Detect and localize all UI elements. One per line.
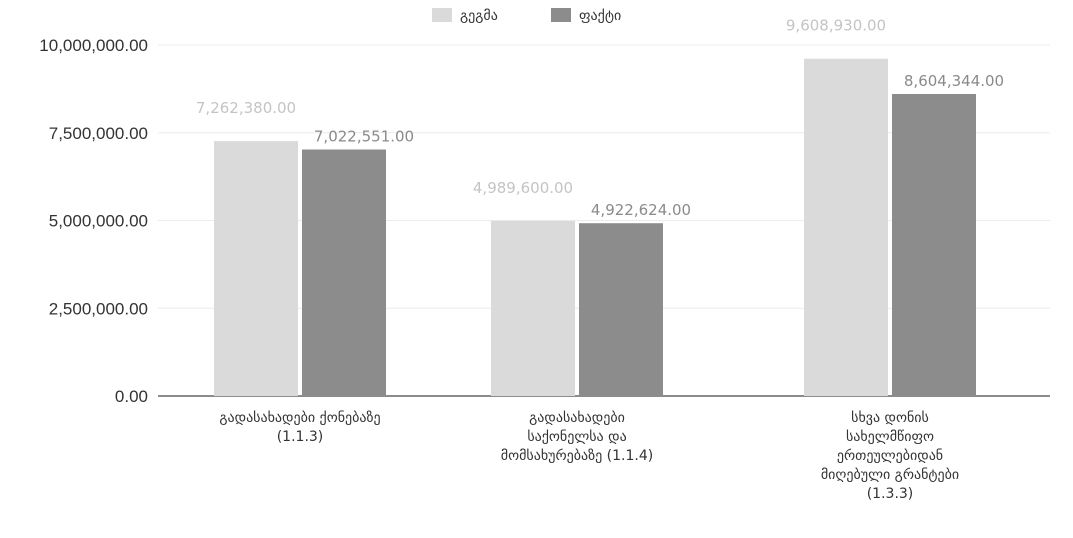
x-tick-label-line: სახელმწიფო	[846, 429, 934, 445]
x-tick-label: გადასახადები საქონელსა და მომსახურებაზე (1…	[501, 410, 653, 464]
data-label: 4,989,600.00	[473, 179, 573, 197]
y-tick-label: 2,500,000.00	[49, 299, 148, 318]
bar-plan	[214, 141, 298, 396]
x-tick-label-line: (1.1.3)	[277, 429, 324, 445]
x-tick-label-line: მომსახურებაზე (1.1.4)	[501, 447, 653, 464]
data-label: 8,604,344.00	[904, 72, 1004, 90]
x-tick-label-line: გადასახადები	[529, 410, 625, 426]
data-label: 9,608,930.00	[786, 17, 886, 35]
y-tick-label: 0.00	[115, 387, 148, 406]
x-tick-label-line: (1.3.3)	[867, 486, 914, 502]
data-label: 7,262,380.00	[196, 99, 296, 117]
bar-plan	[491, 220, 575, 396]
data-label: 4,922,624.00	[591, 201, 691, 219]
x-tick-label-line: გადასახადები ქონებაზე	[219, 410, 380, 426]
x-tick-label-line: მიღებული გრანტები	[821, 466, 959, 483]
x-tick-label-line: საქონელსა და	[527, 429, 626, 445]
x-tick-label-line: ერთეულებიდან	[837, 447, 943, 464]
bars	[214, 58, 976, 397]
y-tick-label: 7,500,000.00	[49, 124, 148, 143]
legend-swatch	[432, 8, 452, 22]
x-tick-label-line: სხვა დონის	[851, 410, 929, 426]
legend-swatch	[551, 8, 571, 22]
bar-actual	[579, 223, 663, 396]
legend-label: გეგმა	[460, 8, 498, 24]
y-tick-label: 10,000,000.00	[39, 36, 148, 55]
legend-label: ფაქტი	[579, 8, 621, 24]
x-tick-label: სხვა დონის სახელმწიფო ერთეულებიდან მიღებული…	[821, 410, 959, 502]
x-axis: გადასახადები ქონებაზე (1.1.3)გადასახადები…	[219, 410, 959, 502]
x-tick-label: გადასახადები ქონებაზე (1.1.3)	[219, 410, 380, 445]
data-labels: 7,262,380.00 4,989,600.00 9,608,930.00 7,02…	[196, 17, 1004, 219]
bar-plan	[804, 58, 888, 396]
bar-actual	[302, 149, 386, 396]
data-label: 7,022,551.00	[314, 128, 414, 146]
legend: გეგმა ფაქტი	[432, 8, 621, 24]
y-axis: 0.00 2,500,000.00 5,000,000.00 7,500,000.00…	[39, 36, 148, 406]
bar-actual	[892, 93, 976, 397]
y-tick-label: 5,000,000.00	[49, 212, 148, 231]
